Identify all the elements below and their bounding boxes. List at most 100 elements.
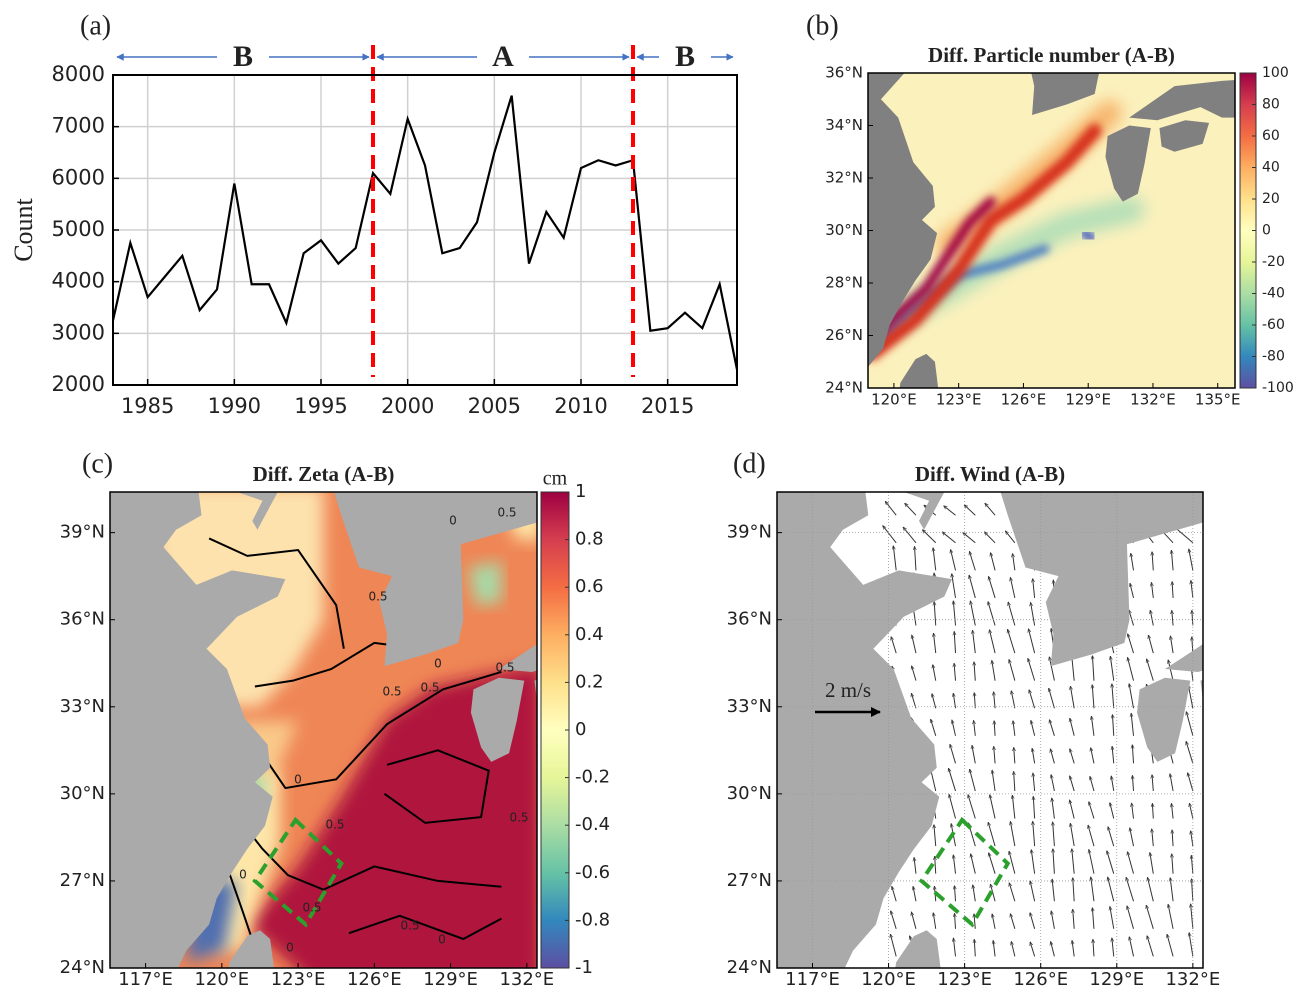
wind-arrow <box>1186 741 1194 764</box>
wind-arrow <box>964 505 976 516</box>
wind-arrow <box>950 744 956 764</box>
period-label-bg <box>659 39 711 75</box>
wind-arrow <box>1152 775 1153 791</box>
wind-arrow <box>1148 635 1154 654</box>
contour-label: 0.5 <box>302 901 321 915</box>
wind-arrow <box>1146 905 1154 929</box>
wind-arrow <box>1028 658 1036 681</box>
wind-arrow <box>1092 656 1094 681</box>
y-tick-label: 36°N <box>825 64 863 82</box>
panel-label: (c) <box>82 448 113 479</box>
wind-arrow <box>954 913 955 929</box>
wind-arrow <box>1091 877 1095 902</box>
wind-arrow <box>994 721 995 736</box>
land <box>237 492 278 530</box>
wind-arrow <box>1031 850 1036 874</box>
wind-arrow <box>971 854 976 874</box>
wind-arrow <box>1090 776 1095 792</box>
wind-arrow <box>934 602 936 626</box>
contour-line <box>383 749 490 824</box>
colorbar-tick-label: 100 <box>1262 65 1289 81</box>
colorbar-tick-label: 0.6 <box>575 576 604 597</box>
wind-arrow <box>935 856 936 874</box>
y-tick-label: 8000 <box>52 62 105 86</box>
wind-arrow <box>885 501 897 516</box>
y-tick-label: 26°N <box>825 326 863 344</box>
wind-arrow <box>1073 878 1074 902</box>
wind-arrow <box>931 719 937 736</box>
y-tick-label: 27°N <box>60 870 105 891</box>
field-streak <box>868 123 1102 361</box>
wind-arrow <box>1010 822 1016 847</box>
x-tick-label: 2000 <box>381 394 434 418</box>
x-tick-label: 123°E <box>936 391 982 409</box>
wind-arrow <box>993 941 996 957</box>
wind-arrow <box>1172 830 1173 847</box>
wind-arrow <box>911 693 917 709</box>
wind-arrow <box>1010 914 1016 929</box>
y-tick-label: 34°N <box>825 116 863 134</box>
wind-arrow <box>1126 877 1134 902</box>
contour-label: 0 <box>286 941 294 955</box>
field-patch <box>247 664 537 968</box>
wind-arrow <box>905 503 917 516</box>
colorbar-tick-label: 20 <box>1262 191 1280 207</box>
x-tick-label: 2005 <box>468 394 521 418</box>
wind-arrow <box>1128 658 1135 681</box>
y-tick-label: 7000 <box>52 114 105 138</box>
wind-arrow <box>1013 554 1016 571</box>
wind-arrow <box>985 503 996 516</box>
wind-arrow <box>953 693 957 709</box>
y-axis-label: Count <box>9 197 38 261</box>
x-tick-label: 132°E <box>499 969 554 990</box>
wind-arrow <box>953 855 957 874</box>
map-title: Diff. Particle number (A-B) <box>928 43 1175 67</box>
x-tick-label: 1985 <box>121 394 174 418</box>
wind-arrow <box>1093 939 1094 957</box>
wind-arrow <box>933 548 937 571</box>
study-box <box>918 816 1011 928</box>
wind-arrow <box>974 939 975 957</box>
wind-arrow <box>1070 823 1075 847</box>
wind-arrow <box>1049 688 1055 709</box>
land <box>903 492 945 530</box>
land <box>1105 125 1151 202</box>
colorbar-tick-label: -20 <box>1262 254 1285 270</box>
wind-arrow <box>1032 748 1036 764</box>
wind-arrow <box>949 768 956 792</box>
colorbar-tick-label: -0.4 <box>575 814 610 835</box>
x-tick-label: 120°E <box>861 969 916 990</box>
land <box>498 644 537 672</box>
wind-arrow <box>893 546 897 571</box>
wind-arrow <box>1192 637 1193 654</box>
wind-arrow <box>1130 828 1135 847</box>
wind-arrow <box>891 911 897 929</box>
land <box>228 930 274 968</box>
contour-label: 0.5 <box>509 811 528 825</box>
wind-arrow <box>972 745 976 764</box>
wind-arrow <box>1111 776 1115 792</box>
wind-arrow <box>1030 913 1036 929</box>
wind-arrow <box>1189 803 1194 819</box>
wind-arrow <box>1188 773 1194 792</box>
wind-arrow <box>1168 904 1174 929</box>
y-tick-label: 24°N <box>825 379 863 397</box>
contour-label: 0.5 <box>400 919 419 933</box>
wind-arrow <box>954 663 955 681</box>
contour-label: 0 <box>434 657 442 671</box>
wind-arrow <box>954 632 955 654</box>
contour-label: 0.5 <box>497 506 516 520</box>
period-label: B <box>675 40 695 73</box>
wind-arrow <box>890 934 897 957</box>
wind-arrow <box>1186 712 1194 736</box>
wind-arrow <box>1107 851 1115 874</box>
wind-arrow <box>1012 795 1016 819</box>
field-streak <box>868 196 997 344</box>
y-tick-label: 36°N <box>60 609 105 630</box>
wind-arrow <box>1170 636 1174 654</box>
x-tick-label: 2015 <box>641 394 694 418</box>
wind-arrow <box>1089 850 1095 874</box>
wind-arrow <box>970 769 976 792</box>
wind-arrow <box>1070 800 1075 819</box>
wind-arrow <box>1053 822 1055 847</box>
